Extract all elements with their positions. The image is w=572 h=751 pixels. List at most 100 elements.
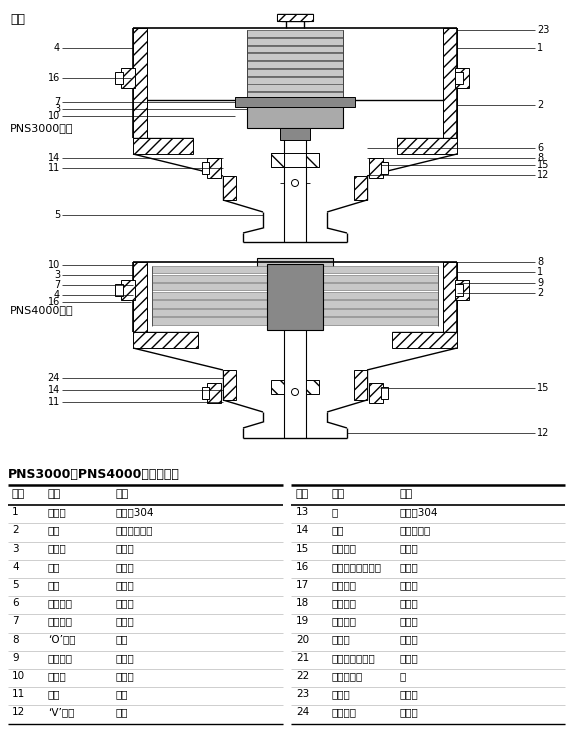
Text: 垫片: 垫片 <box>332 526 344 535</box>
Bar <box>223 370 236 400</box>
Text: 不锈锤: 不锈锤 <box>400 635 419 644</box>
Text: 3: 3 <box>54 270 60 280</box>
Bar <box>133 138 193 154</box>
Text: 18: 18 <box>296 599 309 608</box>
Text: 1: 1 <box>537 43 543 53</box>
Bar <box>354 176 367 200</box>
Text: 上适配器: 上适配器 <box>332 580 357 590</box>
Bar <box>271 380 284 394</box>
Bar <box>133 332 198 348</box>
Text: 11: 11 <box>12 689 25 699</box>
Text: 4: 4 <box>12 562 19 572</box>
Text: 青铜: 青铜 <box>116 689 129 699</box>
Text: 镀锌锤: 镀锌锤 <box>116 653 135 663</box>
Text: 12: 12 <box>537 428 549 438</box>
Text: 非石棉纤维: 非石棉纤维 <box>400 526 431 535</box>
Text: 15: 15 <box>537 160 549 170</box>
Text: 不锈锤: 不锈锤 <box>400 544 419 553</box>
Text: 不锈锤: 不锈锤 <box>400 617 419 626</box>
Text: 3: 3 <box>54 104 60 114</box>
Text: 膜片室螺栓与螺母: 膜片室螺栓与螺母 <box>332 562 382 572</box>
Bar <box>317 283 438 291</box>
Bar <box>247 100 343 128</box>
Text: 6: 6 <box>12 599 19 608</box>
Text: 8: 8 <box>537 153 543 163</box>
Bar <box>247 61 343 68</box>
Text: 11: 11 <box>47 163 60 173</box>
Bar <box>455 72 463 84</box>
Bar <box>317 300 438 308</box>
Text: 橡胶: 橡胶 <box>116 635 129 644</box>
Text: 连接螺栓与螺母: 连接螺栓与螺母 <box>332 653 376 663</box>
Bar <box>207 383 221 403</box>
Bar <box>247 92 343 99</box>
Text: 12: 12 <box>537 170 549 180</box>
Text: 11: 11 <box>47 397 60 407</box>
Text: 6: 6 <box>537 143 543 153</box>
Bar <box>247 92 343 99</box>
Bar <box>354 370 367 400</box>
Text: 7: 7 <box>54 97 60 107</box>
Text: ‘V’型环: ‘V’型环 <box>48 707 74 717</box>
Text: 部件: 部件 <box>332 489 345 499</box>
Text: 橡胶: 橡胶 <box>116 707 129 717</box>
Bar <box>257 258 333 268</box>
Text: 12: 12 <box>12 707 25 717</box>
Text: 镀镁铜: 镀镁铜 <box>400 689 419 699</box>
Bar <box>306 380 319 394</box>
Text: 20: 20 <box>296 635 309 644</box>
Text: 不锈锤: 不锈锤 <box>400 653 419 663</box>
Text: 9: 9 <box>537 278 543 288</box>
Bar <box>317 266 438 273</box>
Text: 7: 7 <box>12 617 19 626</box>
Text: 锁紧螺母: 锁紧螺母 <box>48 599 73 608</box>
Bar <box>271 153 284 167</box>
Text: 7: 7 <box>54 280 60 290</box>
Text: 10: 10 <box>47 111 60 121</box>
Text: 17: 17 <box>296 580 309 590</box>
Text: 材料: 材料 <box>400 489 413 499</box>
Text: 序号: 序号 <box>12 489 25 499</box>
Bar <box>152 291 273 299</box>
Bar <box>381 387 388 399</box>
Text: 材料: 材料 <box>116 489 129 499</box>
Text: 5: 5 <box>54 210 60 220</box>
Text: 膜片室: 膜片室 <box>48 507 67 517</box>
Text: 5: 5 <box>12 580 19 590</box>
Bar <box>455 68 469 88</box>
Text: 1: 1 <box>537 267 543 277</box>
Text: 23: 23 <box>296 689 309 699</box>
Bar <box>115 72 123 84</box>
Bar <box>369 383 383 403</box>
Text: 8: 8 <box>537 257 543 267</box>
Text: 2: 2 <box>537 100 543 110</box>
Text: 序号: 序号 <box>296 489 309 499</box>
Text: 16: 16 <box>47 73 60 83</box>
Bar <box>115 284 123 296</box>
Bar <box>247 84 343 92</box>
Bar <box>247 46 343 53</box>
Text: 增强丁腹橡胶: 增强丁腹橡胶 <box>116 526 153 535</box>
Text: 间隔装置: 间隔装置 <box>48 617 73 626</box>
Bar <box>202 387 209 399</box>
Bar <box>247 61 343 68</box>
Bar <box>121 68 135 88</box>
Text: PNS4000系列: PNS4000系列 <box>10 305 74 315</box>
Text: 15: 15 <box>296 544 309 553</box>
Text: 19: 19 <box>296 617 309 626</box>
Text: 镀锌锤: 镀锌锤 <box>400 707 419 717</box>
Text: 14: 14 <box>47 153 60 163</box>
Text: 不锈锤: 不锈锤 <box>116 599 135 608</box>
Text: 15: 15 <box>537 383 549 393</box>
Bar <box>223 176 236 200</box>
Text: 铝: 铝 <box>400 671 406 681</box>
Bar <box>152 318 273 324</box>
Bar <box>121 280 135 300</box>
Bar <box>133 28 147 138</box>
Text: 压制锤: 压制锤 <box>116 544 135 553</box>
Text: 固定螺丝: 固定螺丝 <box>332 544 357 553</box>
Text: 22: 22 <box>296 671 309 681</box>
Text: 不锈锤: 不锈锤 <box>400 562 419 572</box>
Bar <box>280 128 310 140</box>
Bar <box>247 30 343 37</box>
